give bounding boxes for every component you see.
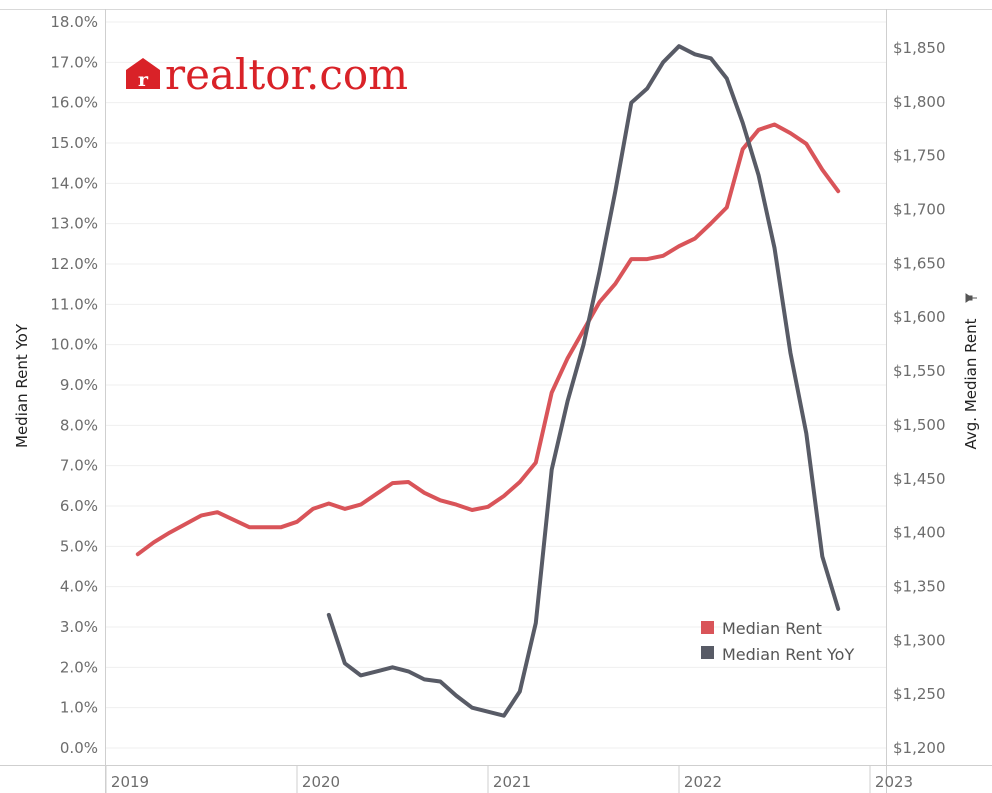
- right-axis-tick: $1,650: [893, 254, 946, 272]
- right-axis-tick: $1,800: [893, 93, 946, 111]
- right-axis-tick: $1,600: [893, 308, 946, 326]
- left-axis-tick: 16.0%: [50, 94, 98, 112]
- right-axis-tick: $1,350: [893, 577, 946, 595]
- x-axis-tick: 2022: [684, 773, 722, 791]
- right-axis-tick: $1,550: [893, 362, 946, 380]
- right-axis-tick: $1,400: [893, 524, 946, 542]
- legend-label-median-rent-yoy: Median Rent YoY: [722, 645, 854, 664]
- left-axis-tick: 8.0%: [60, 416, 98, 434]
- left-axis-tick: 6.0%: [60, 497, 98, 515]
- x-axis-tick: 2020: [302, 773, 340, 791]
- x-axis-tick-labels: 2019 2020 2021 2022 2023: [105, 765, 913, 793]
- series-lines: [135, 44, 841, 718]
- right-axis-tick: $1,300: [893, 631, 946, 649]
- right-axis-title: Avg. Median Rent: [962, 318, 980, 449]
- left-axis-tick: 3.0%: [60, 618, 98, 636]
- x-axis-tick: 2023: [875, 773, 913, 791]
- pin-icon[interactable]: [965, 293, 977, 303]
- left-axis-tick: 18.0%: [50, 13, 98, 31]
- left-axis-tick: 9.0%: [60, 376, 98, 394]
- left-axis-tick: 7.0%: [60, 457, 98, 475]
- left-axis-tick: 10.0%: [50, 336, 98, 354]
- legend-label-median-rent: Median Rent: [722, 619, 822, 638]
- realtor-logo: r realtor.com: [126, 50, 408, 99]
- left-axis-tick: 13.0%: [50, 215, 98, 233]
- series-line-median-rent-yoy[interactable]: [326, 44, 841, 718]
- left-axis-tick: 14.0%: [50, 174, 98, 192]
- legend-swatch-median-rent: [701, 621, 714, 634]
- logo-text: realtor.com: [165, 50, 408, 99]
- legend-swatch-median-rent-yoy: [701, 646, 714, 659]
- right-axis-tick: $1,700: [893, 201, 946, 219]
- gridlines: [106, 21, 886, 749]
- right-axis-tick-labels: $1,200 $1,250 $1,300 $1,350 $1,400 $1,450 $1,5…: [893, 39, 946, 757]
- right-axis-tick: $1,200: [893, 739, 946, 757]
- left-axis-tick: 4.0%: [60, 578, 98, 596]
- left-axis-tick: 17.0%: [50, 53, 98, 71]
- right-axis-tick: $1,750: [893, 147, 946, 165]
- right-axis-tick: $1,500: [893, 416, 946, 434]
- logo-badge-letter: r: [138, 69, 149, 91]
- right-axis-tick: $1,250: [893, 685, 946, 703]
- legend: Median Rent Median Rent YoY: [701, 619, 854, 664]
- right-axis-tick: $1,450: [893, 470, 946, 488]
- x-axis-tick: 2021: [493, 773, 531, 791]
- left-axis-tick: 1.0%: [60, 699, 98, 717]
- left-axis-tick: 11.0%: [50, 295, 98, 313]
- right-axis-tick: $1,850: [893, 39, 946, 57]
- x-axis-tick: 2019: [111, 773, 149, 791]
- realtor-house-icon: r: [126, 58, 160, 91]
- left-axis-tick: 2.0%: [60, 658, 98, 676]
- left-axis-tick: 5.0%: [60, 537, 98, 555]
- left-axis-tick: 12.0%: [50, 255, 98, 273]
- left-axis-tick: 15.0%: [50, 134, 98, 152]
- left-axis-tick: 0.0%: [60, 739, 98, 757]
- left-axis-title: Median Rent YoY: [13, 323, 31, 448]
- left-axis-tick-labels: 0.0% 1.0% 2.0% 3.0% 4.0% 5.0% 6.0% 7.0% 8.0% 9.0%…: [50, 13, 98, 757]
- series-line-median-rent[interactable]: [135, 122, 841, 557]
